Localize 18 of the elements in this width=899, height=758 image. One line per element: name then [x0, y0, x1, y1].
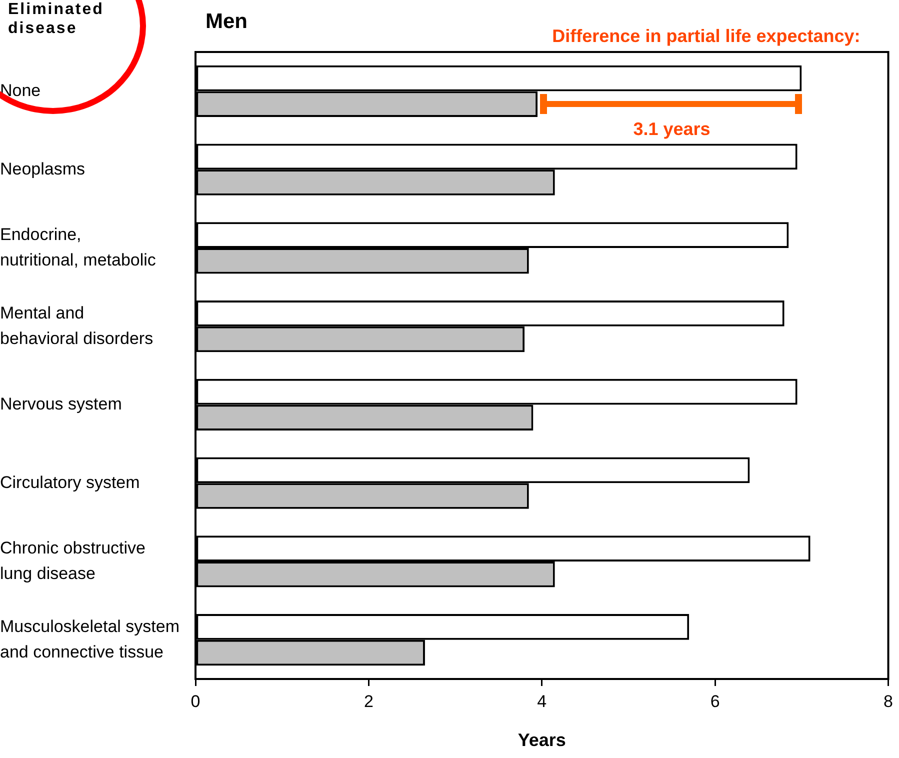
text: Difference in partial life expectancy: [552, 26, 860, 46]
y-tick-label: Chronic obstructive lung disease [0, 538, 146, 583]
x-tick-label: 2 [364, 692, 374, 711]
y-tick-label: Mental and behavioral disorders [0, 303, 154, 348]
y-tick-label: Nervous system [0, 394, 122, 414]
x-tick-label: 4 [537, 692, 547, 711]
annotation: 3.1 years [633, 119, 710, 140]
x-tick-label: 6 [710, 692, 720, 711]
x-tick-label: 0 [190, 692, 200, 711]
y-tick-label: None [0, 80, 41, 100]
x-tick-label: 8 [884, 692, 894, 711]
y-axis-title: Eliminated disease [8, 0, 105, 38]
y-tick-label: Endocrine, nutritional, metabolic [0, 224, 156, 270]
x-axis-title: Years [518, 730, 566, 750]
y-tick-label: Circulatory system [0, 472, 140, 492]
chart-title: Men [206, 10, 248, 33]
y-tick-label: Neoplasms [0, 159, 86, 178]
y-tick-label: Musculoskeletal system and connective tissue [0, 616, 180, 662]
